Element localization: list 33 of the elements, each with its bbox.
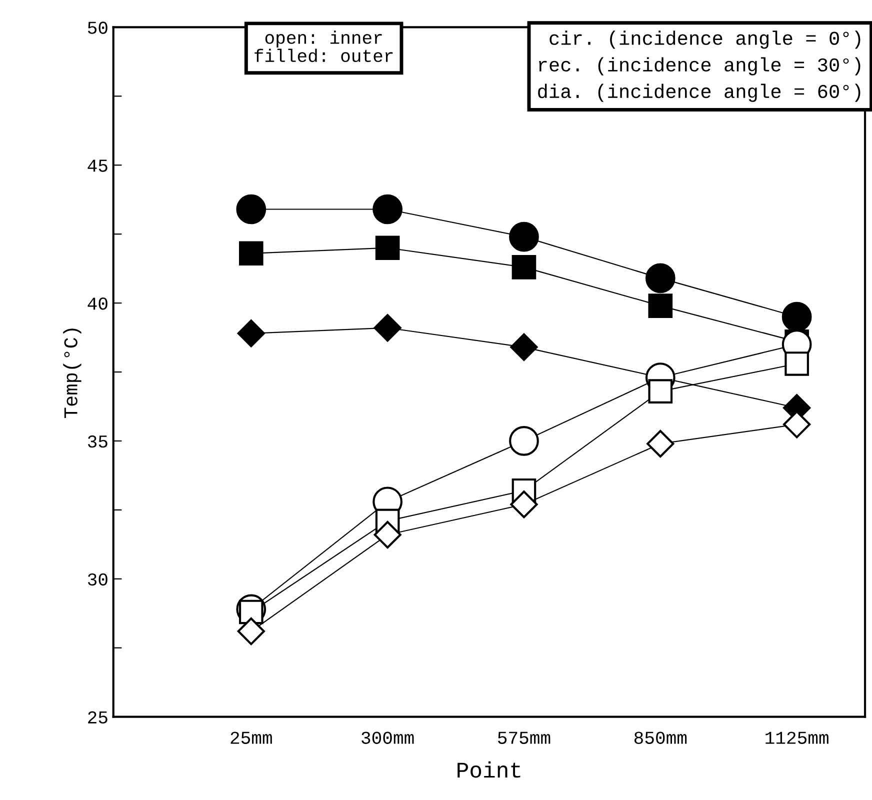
point [645,263,676,294]
point [784,352,809,376]
y-tick-label: 45 [88,160,108,172]
point [510,333,538,361]
x-tick-label: 850mm [634,732,687,744]
point [236,194,266,224]
point [510,490,538,518]
annotation: cir. (incidence angle = 0°) rec. (incidence angle = 30°) dia. (incidence angle = 60°) [538,30,860,102]
point [372,194,402,224]
x-axis-title: Point [458,761,520,778]
point [238,241,264,266]
y-tick-label: 50 [88,22,108,34]
point [237,320,265,348]
point [646,430,674,458]
y-tick-label: 40 [88,298,108,310]
x-tick-label: 300mm [362,732,414,744]
point [238,600,264,624]
point [374,520,402,549]
point [509,222,539,252]
point [648,294,673,318]
x-tick-label: 25mm [230,732,272,744]
point [375,236,400,260]
point [374,314,402,342]
x-tick-label: 575mm [498,732,550,744]
x-tick-label: 1125mm [766,732,828,744]
y-tick-label: 35 [88,435,108,448]
y-tick-label: 30 [88,573,108,586]
y-axis-title: Temp(°C) [63,328,82,418]
point [512,255,536,280]
point [648,379,673,404]
point [237,617,265,646]
y-tick-label: 25 [88,711,108,724]
annotation: open: inner filled: outer [254,30,393,62]
